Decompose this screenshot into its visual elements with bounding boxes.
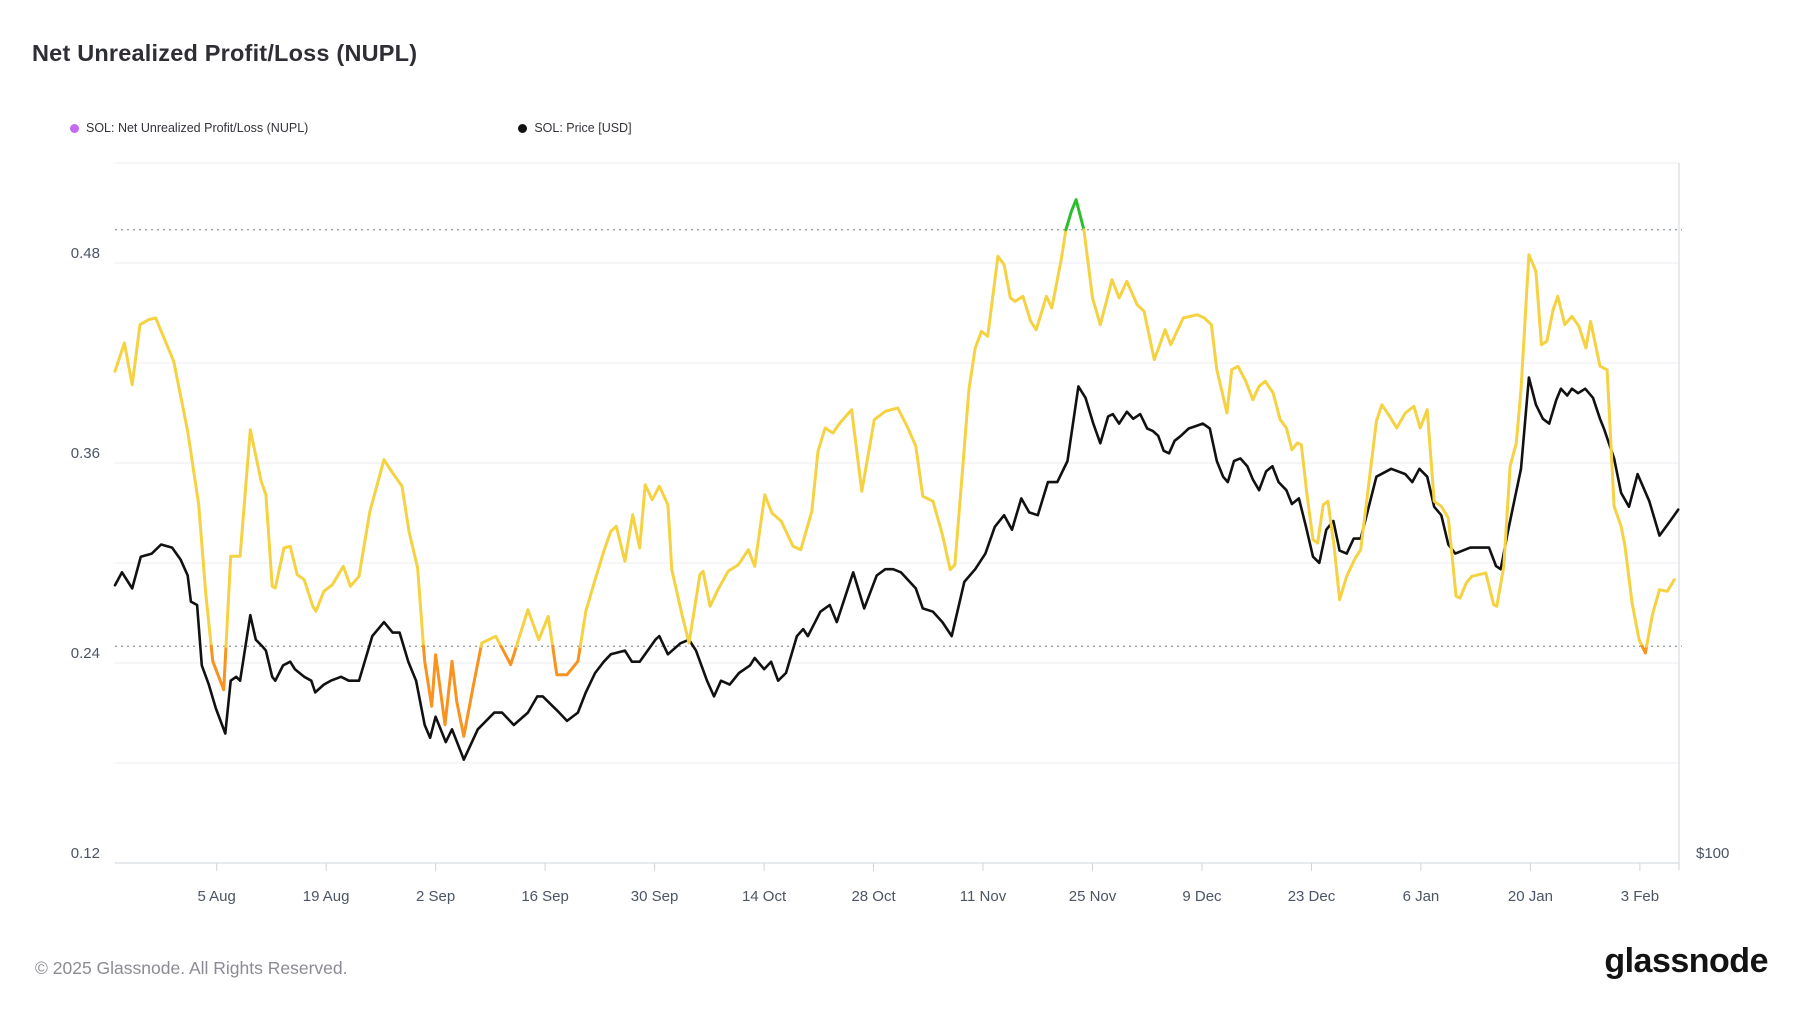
x-axis-label: 5 Aug — [197, 888, 236, 905]
x-axis-label: 16 Sep — [521, 888, 569, 905]
legend-item-nupl[interactable]: SOL: Net Unrealized Profit/Loss (NUPL) — [70, 121, 308, 135]
nupl-line-segment — [479, 634, 503, 648]
nupl-line-segment — [1640, 644, 1649, 655]
x-axis-label: 6 Jan — [1402, 888, 1440, 905]
x-axis-label: 30 Sep — [630, 888, 679, 905]
y-axis-right-label: $100 — [1696, 845, 1730, 862]
x-axis-label: 3 Feb — [1620, 888, 1660, 905]
legend-dot-icon — [518, 123, 528, 133]
y-axis-label: 0.12 — [70, 845, 100, 862]
nupl-line-segment — [578, 228, 1068, 648]
x-axis-label: 28 Oct — [851, 888, 896, 905]
x-axis-label: 23 Dec — [1287, 888, 1336, 905]
nupl-line-segment — [499, 644, 518, 667]
nupl-line-segment — [113, 316, 213, 648]
page-title: Net Unrealized Profit/Loss (NUPL) — [32, 40, 418, 66]
nupl-line-segment — [1064, 198, 1086, 232]
x-axis-label: 9 Dec — [1182, 888, 1222, 905]
legend-label: SOL: Net Unrealized Profit/Loss (NUPL) — [86, 121, 309, 135]
nupl-line-segment — [514, 608, 555, 648]
nupl-line-segment — [1645, 578, 1676, 648]
footer-copyright: © 2025 Glassnode. All Rights Reserved. — [35, 958, 348, 978]
nupl-line-segment — [422, 644, 483, 738]
nupl-line-segment — [1082, 228, 1644, 648]
price-line — [113, 376, 1680, 761]
nupl-line-segment — [224, 428, 425, 648]
y-axis-label: 0.36 — [70, 445, 100, 462]
x-axis-label: 14 Oct — [741, 888, 787, 905]
chart-legend: SOL: Net Unrealized Profit/Loss (NUPL) S… — [70, 121, 632, 135]
glassnode-logo: glassnode — [1604, 942, 1768, 980]
x-axis-label: 2 Sep — [416, 888, 456, 905]
x-axis-label: 11 Nov — [959, 888, 1007, 905]
legend-dot-icon — [70, 123, 79, 133]
legend-item-price[interactable]: SOL: Price [USD] — [518, 121, 632, 135]
x-axis-label: 19 Aug — [302, 888, 350, 905]
legend-label: SOL: Price [USD] — [534, 121, 632, 135]
y-axis-label: 0.48 — [70, 245, 100, 262]
y-axis-label: 0.24 — [70, 645, 100, 662]
nupl-line-segment — [551, 644, 582, 677]
x-axis-label: 20 Jan — [1507, 888, 1553, 905]
x-axis-label: 25 Nov — [1068, 888, 1117, 905]
nupl-line-segment — [209, 644, 228, 692]
